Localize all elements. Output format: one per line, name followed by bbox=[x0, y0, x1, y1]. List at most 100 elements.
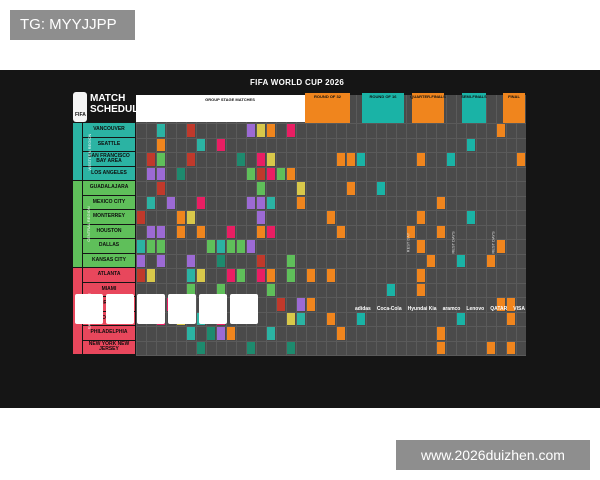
match-cell bbox=[457, 254, 465, 267]
city-label: KANSAS CITY bbox=[83, 253, 135, 267]
match-cell bbox=[247, 167, 255, 180]
match-cell bbox=[467, 211, 475, 224]
sponsor-logo: Lenovo bbox=[466, 306, 485, 312]
match-cell bbox=[147, 269, 155, 282]
match-cell bbox=[287, 254, 295, 267]
match-cell bbox=[437, 225, 445, 238]
match-cell bbox=[217, 283, 225, 296]
match-cell bbox=[507, 298, 515, 311]
match-cell bbox=[137, 254, 145, 267]
city-label: NEW YORK NEW JERSEY bbox=[83, 340, 135, 354]
match-cell bbox=[257, 254, 265, 267]
rest-day-label: REST DAYS bbox=[490, 231, 496, 254]
match-cell bbox=[157, 167, 165, 180]
match-cell bbox=[217, 240, 225, 253]
match-cell bbox=[307, 298, 315, 311]
match-cell bbox=[157, 124, 165, 137]
sponsor-logo: VISA bbox=[513, 306, 525, 312]
match-cell bbox=[267, 167, 275, 180]
match-cell bbox=[237, 269, 245, 282]
match-cell bbox=[187, 327, 195, 340]
match-cell bbox=[287, 341, 295, 354]
match-cell bbox=[427, 254, 435, 267]
match-cell bbox=[257, 211, 265, 224]
footer-url-tag: www.2026duizhen.com bbox=[396, 440, 590, 470]
region-label: CENTRAL REGION bbox=[73, 181, 91, 267]
match-cell bbox=[237, 153, 245, 166]
city-label: MEXICO CITY bbox=[83, 195, 135, 209]
match-cell bbox=[277, 167, 285, 180]
match-cell bbox=[457, 312, 465, 325]
match-cell bbox=[157, 254, 165, 267]
knockout-header: QUARTER-FINALS bbox=[410, 93, 446, 123]
match-cell bbox=[447, 153, 455, 166]
sponsor-logo: adidas bbox=[355, 306, 371, 312]
match-cell bbox=[187, 283, 195, 296]
match-cell bbox=[157, 240, 165, 253]
match-cell bbox=[497, 240, 505, 253]
match-cell bbox=[207, 240, 215, 253]
match-cell bbox=[267, 124, 275, 137]
match-cell bbox=[327, 269, 335, 282]
match-cell bbox=[437, 196, 445, 209]
logo-title: MATCH SCHEDULE bbox=[90, 93, 146, 115]
match-cell bbox=[437, 327, 445, 340]
city-label: SEATTLE bbox=[83, 137, 135, 151]
rest-day-label: REST DAY bbox=[405, 232, 411, 253]
match-cell bbox=[357, 312, 365, 325]
match-cell bbox=[327, 211, 335, 224]
city-label: SAN FRANCISCO BAY AREA bbox=[83, 152, 135, 166]
match-cell bbox=[287, 124, 295, 137]
match-cell bbox=[497, 298, 505, 311]
sponsor-row: adidas Coca-Cola Hyundai Kia aramco Lenovo QA… bbox=[355, 303, 525, 315]
match-cell bbox=[227, 327, 235, 340]
match-cell bbox=[267, 269, 275, 282]
match-cell bbox=[257, 225, 265, 238]
match-cell bbox=[197, 341, 205, 354]
match-cell bbox=[187, 211, 195, 224]
match-cell bbox=[287, 312, 295, 325]
match-cell bbox=[417, 269, 425, 282]
match-cell bbox=[227, 240, 235, 253]
city-label: ATLANTA bbox=[83, 268, 135, 282]
match-cell bbox=[177, 225, 185, 238]
knockout-header: SEMI-FINALS bbox=[461, 93, 487, 123]
match-cell bbox=[247, 341, 255, 354]
match-cell bbox=[467, 138, 475, 151]
match-cell bbox=[297, 312, 305, 325]
match-cell bbox=[187, 269, 195, 282]
match-cell bbox=[147, 167, 155, 180]
match-cell bbox=[207, 327, 215, 340]
match-cell bbox=[267, 283, 275, 296]
match-cell bbox=[507, 312, 515, 325]
match-cell bbox=[177, 167, 185, 180]
match-cell bbox=[157, 225, 165, 238]
city-label: GUADALAJARA bbox=[83, 181, 135, 195]
poster-title: FIFA WORLD CUP 2026 bbox=[250, 78, 345, 87]
match-cell bbox=[227, 269, 235, 282]
group-stage-header: GROUP STAGE MATCHES bbox=[205, 97, 255, 102]
match-cell bbox=[517, 153, 525, 166]
city-label: HOUSTON bbox=[83, 224, 135, 238]
match-cell bbox=[247, 124, 255, 137]
knockout-header: ROUND OF 16 bbox=[362, 93, 404, 123]
match-cell bbox=[267, 196, 275, 209]
match-cell bbox=[277, 298, 285, 311]
match-cell bbox=[507, 341, 515, 354]
match-cell bbox=[157, 153, 165, 166]
match-cell bbox=[147, 196, 155, 209]
match-cell bbox=[257, 124, 265, 137]
match-cell bbox=[197, 225, 205, 238]
match-cell bbox=[417, 283, 425, 296]
sponsor-logo: QATAR bbox=[490, 306, 508, 312]
city-label: MIAMI bbox=[83, 282, 135, 296]
match-cell bbox=[327, 312, 335, 325]
city-label: DALLAS bbox=[83, 239, 135, 253]
match-cell bbox=[257, 167, 265, 180]
knockout-header: ROUND OF 32 bbox=[305, 93, 350, 123]
match-cell bbox=[177, 211, 185, 224]
match-cell bbox=[347, 182, 355, 195]
match-cell bbox=[147, 240, 155, 253]
group-legend bbox=[75, 294, 259, 324]
match-cell bbox=[217, 254, 225, 267]
